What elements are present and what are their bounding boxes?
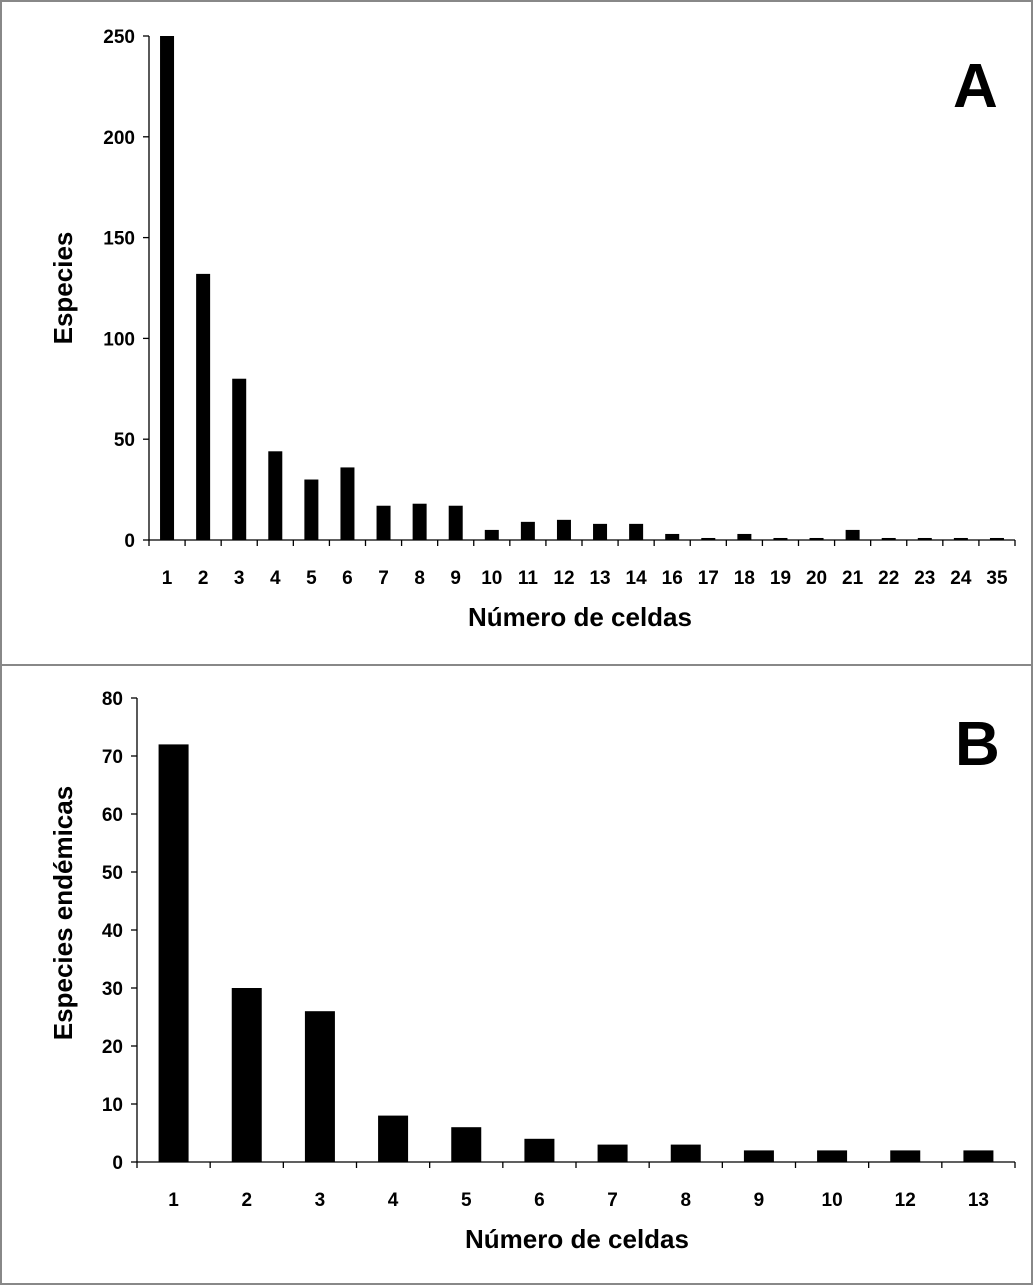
panel-a-x-tick-label: 1 <box>162 568 173 589</box>
panel-a-bar <box>989 537 1004 540</box>
panel-a-x-tick-label: 6 <box>342 568 353 589</box>
panel-a-frame <box>0 0 1033 666</box>
panel-a-bar <box>881 537 896 540</box>
panel-b-x-tick-label: 5 <box>461 1190 472 1211</box>
panel-a-y-tick-label: 100 <box>103 329 135 350</box>
panel-a-x-tick-label: 17 <box>698 568 719 589</box>
panel-b-y-tick-label: 20 <box>102 1037 123 1058</box>
panel-b-bar <box>451 1127 482 1162</box>
panel-a-x-tick-label: 10 <box>481 568 502 589</box>
panel-a-letter: A <box>953 52 998 121</box>
panel-a-bar <box>304 479 319 540</box>
panel-b-x-tick-label: 12 <box>895 1190 916 1211</box>
panel-a-bar <box>484 529 499 540</box>
panel-a-bar <box>737 533 752 540</box>
panel-a-x-tick-label: 11 <box>518 568 539 589</box>
panel-a-y-tick-label: 0 <box>124 531 135 552</box>
panel-a-bar <box>809 537 824 540</box>
panel-a-x-tick-label: 12 <box>553 568 574 589</box>
panel-a-bar <box>376 505 391 540</box>
panel-a-x-tick-label: 24 <box>950 568 972 589</box>
panel-b-bar <box>817 1150 848 1162</box>
panel-a-y-axis-title: Especies <box>48 232 78 345</box>
panel-a-x-tick-label: 21 <box>842 568 864 589</box>
panel-a-bar <box>953 537 968 540</box>
panel-b-bar <box>231 988 262 1162</box>
panel-b-bar <box>158 744 189 1162</box>
panel-a-x-axis-title: Número de celdas <box>468 602 692 632</box>
panel-a-y-tick-label: 150 <box>103 229 135 250</box>
panel-a-bar <box>701 537 716 540</box>
panel-b-bar <box>890 1150 921 1162</box>
panel-a-bar <box>232 378 247 540</box>
panel-b-x-tick-label: 1 <box>168 1190 179 1211</box>
panel-a-x-tick-label: 8 <box>414 568 425 589</box>
panel-b-bar <box>597 1144 628 1162</box>
panel-a-bar <box>448 505 463 540</box>
panel-b-y-tick-label: 70 <box>102 747 123 768</box>
panel-b-x-tick-label: 2 <box>241 1190 252 1211</box>
panel-b-bar <box>670 1144 701 1162</box>
panel-b-x-tick-label: 9 <box>754 1190 765 1211</box>
panel-b-y-tick-label: 80 <box>102 689 123 710</box>
panel-a-bar <box>556 519 571 540</box>
panel-b-bar <box>378 1115 409 1162</box>
panel-a-bar <box>593 523 608 540</box>
panel-a-y-tick-label: 50 <box>114 430 135 451</box>
panel-a-bar <box>268 451 283 540</box>
panel-b-y-tick-label: 0 <box>112 1153 123 1174</box>
panel-a-bar <box>340 467 355 540</box>
panel-a-bar <box>845 529 860 540</box>
panel-a-x-tick-label: 4 <box>270 568 281 589</box>
panel-a-x-tick-label: 19 <box>770 568 791 589</box>
panel-a-x-tick-label: 5 <box>306 568 317 589</box>
panel-a-x-tick-label: 2 <box>198 568 209 589</box>
panel-a-x-tick-label: 23 <box>914 568 935 589</box>
panel-b-bar <box>743 1150 774 1162</box>
panel-a-bar <box>196 273 211 540</box>
panel-a-x-tick-label: 7 <box>378 568 389 589</box>
panel-a-y-tick-label: 200 <box>103 128 135 149</box>
panel-a-x-tick-label: 16 <box>662 568 683 589</box>
panel-b-y-tick-label: 10 <box>102 1095 123 1116</box>
panel-b-bar <box>304 1011 335 1162</box>
panel-a-x-tick-label: 14 <box>626 568 648 589</box>
panel-b-y-tick-label: 50 <box>102 863 123 884</box>
panel-a-bar <box>773 537 788 540</box>
panel-a-x-tick-label: 35 <box>986 568 1008 589</box>
panel-b-x-axis-title: Número de celdas <box>465 1224 689 1254</box>
panel-b-frame <box>0 664 1033 1285</box>
panel-a-bar <box>665 533 680 540</box>
panel-b-y-axis-title: Especies endémicas <box>48 786 78 1040</box>
panel-b-x-tick-label: 6 <box>534 1190 545 1211</box>
panel-a-x-tick-label: 13 <box>589 568 610 589</box>
panel-a-x-tick-label: 22 <box>878 568 899 589</box>
panel-b-x-tick-label: 8 <box>680 1190 691 1211</box>
panel-a-bar <box>629 523 644 540</box>
panel-b-y-tick-label: 30 <box>102 979 123 1000</box>
panel-a-bar <box>520 521 535 540</box>
panel-b-bar <box>524 1138 555 1162</box>
panel-a-x-tick-label: 9 <box>450 568 461 589</box>
panel-a-bar <box>412 503 427 540</box>
panel-a-x-tick-label: 3 <box>234 568 245 589</box>
panel-b-bar <box>963 1150 994 1162</box>
panel-a-x-tick-label: 20 <box>806 568 827 589</box>
panel-b-x-tick-label: 13 <box>968 1190 989 1211</box>
panel-b-x-tick-label: 4 <box>388 1190 399 1211</box>
panel-b-y-tick-label: 60 <box>102 805 123 826</box>
panel-b-letter: B <box>955 710 1000 779</box>
panel-a-y-tick-label: 250 <box>103 27 135 48</box>
panel-b-y-tick-label: 40 <box>102 921 123 942</box>
panel-b-x-tick-label: 7 <box>607 1190 618 1211</box>
panel-b-x-tick-label: 3 <box>315 1190 326 1211</box>
panel-a-bar <box>917 537 932 540</box>
panel-a-bar <box>160 36 175 540</box>
panel-a-x-tick-label: 18 <box>734 568 755 589</box>
panel-b-x-tick-label: 10 <box>822 1190 843 1211</box>
